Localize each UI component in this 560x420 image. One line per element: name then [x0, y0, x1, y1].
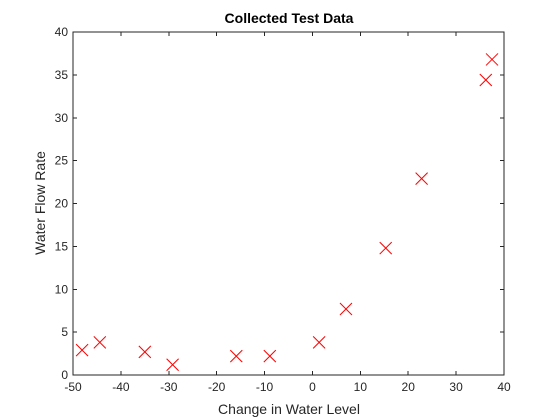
y-tick-label: 0: [61, 368, 68, 382]
data-point: [166, 358, 179, 372]
y-axis-label: Water Flow Rate: [32, 151, 48, 255]
chart-title: Collected Test Data: [225, 10, 354, 26]
x-tick-label: -50: [64, 380, 82, 394]
data-point: [75, 343, 89, 357]
data-point: [379, 241, 393, 255]
y-tick-label: 10: [55, 282, 69, 296]
x-tick-label: 30: [449, 380, 463, 394]
data-point: [312, 336, 326, 349]
x-tick-label: -20: [208, 380, 226, 394]
x-axis-label: Change in Water Level: [218, 401, 360, 417]
axes: [72, 31, 505, 376]
y-tick-label: 35: [55, 68, 69, 82]
data-point: [229, 349, 243, 363]
axes-box: [72, 31, 505, 376]
x-tick-label: 40: [497, 380, 511, 394]
x-tick-label: -10: [256, 380, 274, 394]
x-axis-ticks: -50 -40 -30 -20 -10 0 10 20 30 40: [64, 32, 511, 394]
data-point: [339, 302, 353, 316]
data-point: [415, 172, 428, 185]
y-tick-label: 25: [55, 154, 69, 168]
data-point: [479, 73, 493, 87]
data-point: [485, 53, 499, 66]
y-axis-ticks: 0 5 10 15 20 25 30 35 40: [55, 25, 504, 382]
x-tick-label: 20: [402, 380, 416, 394]
x-tick-label: -40: [112, 380, 130, 394]
y-tick-label: 5: [61, 325, 68, 339]
data-point: [138, 345, 152, 359]
y-tick-label: 30: [55, 111, 69, 125]
x-tick-label: -30: [160, 380, 178, 394]
data-point: [93, 336, 107, 349]
data-points: [75, 53, 499, 372]
x-tick-label: 0: [309, 380, 316, 394]
y-tick-label: 40: [55, 25, 69, 39]
x-tick-label: 10: [354, 380, 368, 394]
y-tick-label: 20: [55, 197, 69, 211]
y-tick-label: 15: [55, 239, 69, 253]
data-point: [263, 349, 277, 363]
